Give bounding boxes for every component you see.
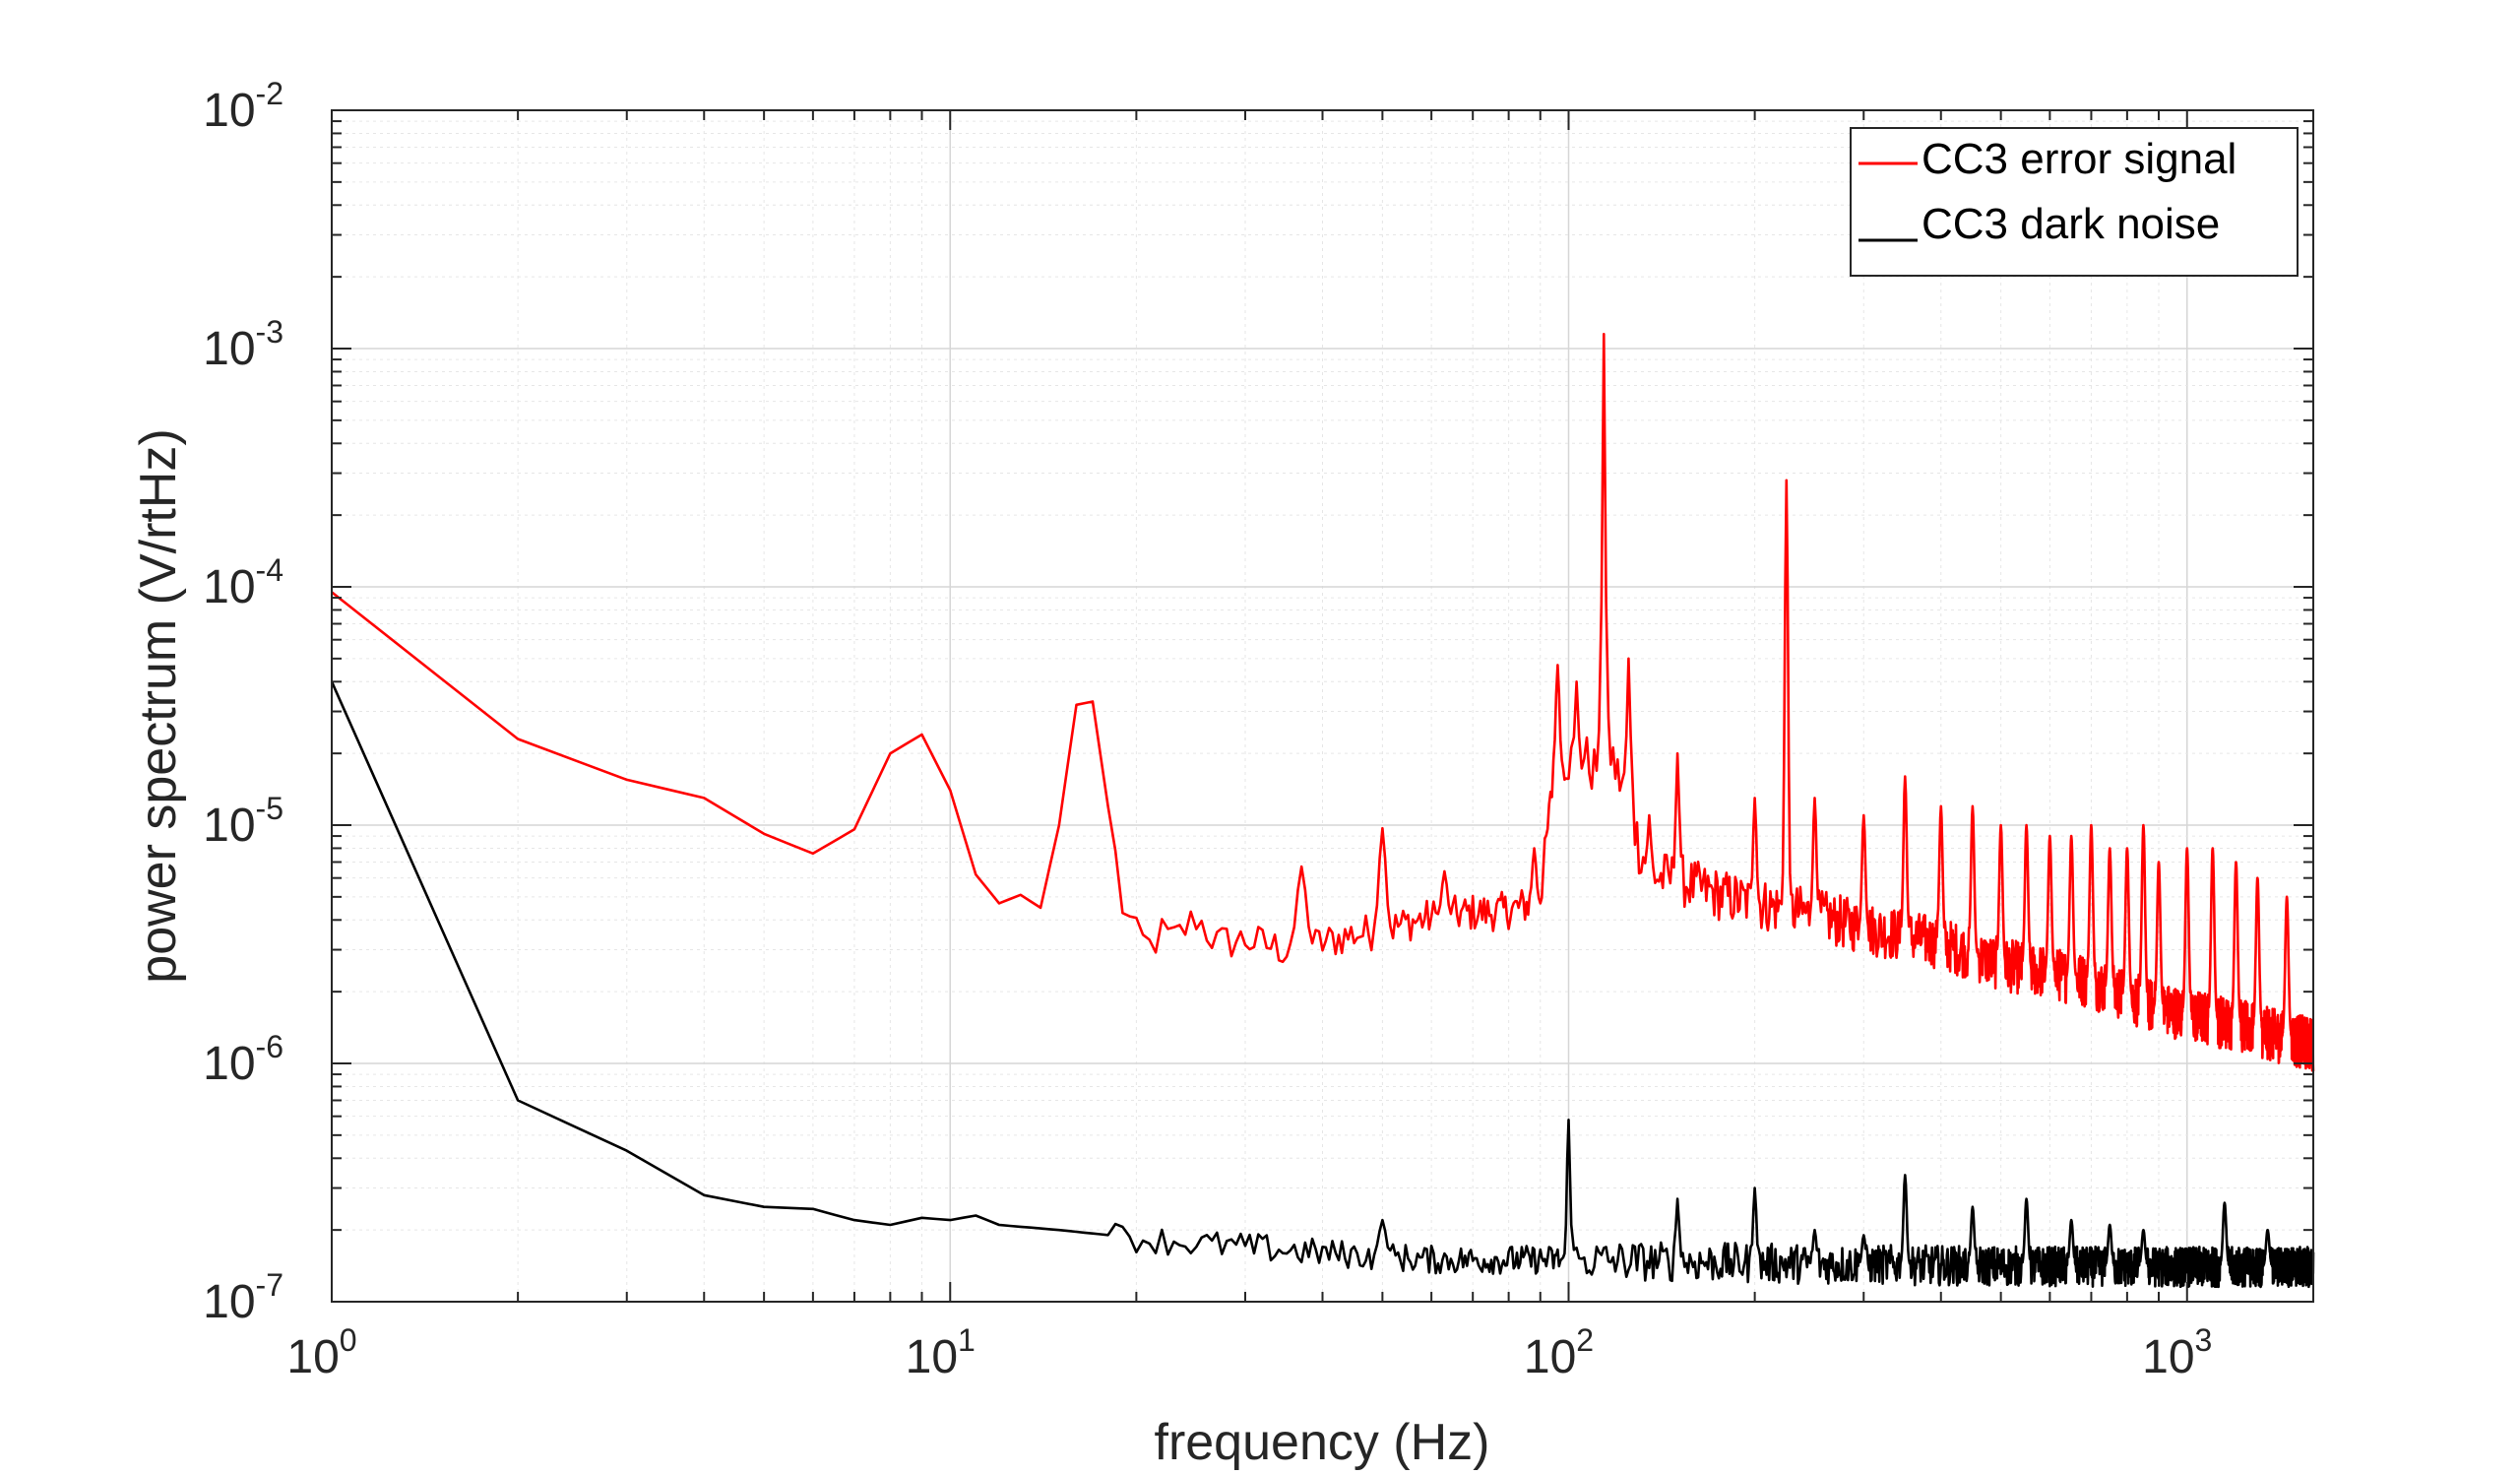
series-layer [330,333,2315,1289]
x-tick-base: 10 [2142,1331,2194,1383]
x-tick-label: 101 [906,1322,976,1383]
y-tick-label: 10-2 [203,76,284,137]
y-tick-base: 10 [203,800,255,852]
y-tick-exponent: -4 [256,552,284,588]
legend-label-dark-noise: CC3 dark noise [1922,200,2220,248]
y-tick-labels: 10-710-610-510-410-310-2 [203,76,284,1328]
x-tick-base: 10 [1524,1331,1576,1383]
series-line-1 [330,680,2315,1289]
x-axis-label: frequency (Hz) [1155,1414,1490,1471]
x-tick-exponent: 2 [1576,1322,1594,1358]
y-tick-label: 10-4 [203,552,284,613]
x-tick-exponent: 3 [2195,1322,2213,1358]
y-tick-label: 10-3 [203,314,284,375]
y-axis-label: power spectrum (V/rtHz) [130,428,187,983]
y-tick-exponent: -7 [256,1267,284,1303]
y-tick-exponent: -5 [256,791,284,826]
x-tick-label: 100 [286,1322,356,1383]
x-tick-labels: 100 101 102 103 [286,1322,2212,1383]
y-tick-label: 10-7 [203,1267,284,1328]
y-tick-exponent: -3 [256,314,284,350]
x-tick-base: 10 [906,1331,958,1383]
legend-box [1850,127,2299,277]
y-tick-base: 10 [203,85,255,137]
x-tick-exponent: 0 [340,1322,357,1358]
y-tick-base: 10 [203,561,255,613]
y-tick-exponent: -6 [256,1029,284,1064]
x-tick-label: 103 [2142,1322,2212,1383]
legend: CC3 error signal CC3 dark noise [1850,127,2299,277]
x-tick-exponent: 1 [958,1322,976,1358]
y-tick-base: 10 [203,1038,255,1090]
x-tick-label: 102 [1524,1322,1594,1383]
ticks [331,109,2313,1303]
y-tick-exponent: -2 [256,76,284,111]
x-tick-base: 10 [286,1331,339,1383]
y-tick-base: 10 [203,323,255,375]
y-tick-label: 10-5 [203,791,284,852]
y-tick-base: 10 [203,1276,255,1328]
legend-label-error-signal: CC3 error signal [1922,135,2236,183]
series-line-0 [331,333,2315,1072]
y-tick-label: 10-6 [203,1029,284,1090]
